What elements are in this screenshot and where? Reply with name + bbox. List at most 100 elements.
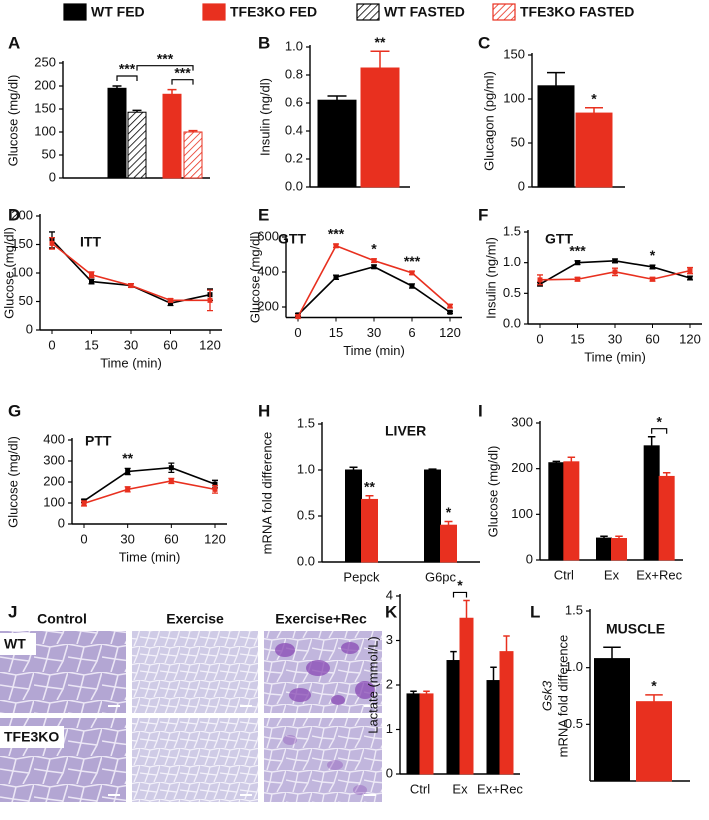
panel-label: I	[478, 401, 483, 420]
y-axis-label: Lactate (mmol/L)	[365, 636, 380, 734]
marker	[409, 270, 415, 276]
marker	[168, 478, 174, 484]
micrograph-grid	[0, 631, 382, 802]
panel-label: D	[8, 205, 20, 224]
marker	[612, 258, 618, 264]
y-tick-label: 400	[43, 431, 65, 446]
y-tick-label: 400	[257, 263, 279, 278]
y-tick-label: 1.5	[565, 602, 583, 617]
marker	[212, 481, 218, 487]
x-tick-label: Ctrl	[554, 567, 574, 582]
x-tick-label: 30	[124, 337, 138, 352]
y-tick-label: 150	[34, 100, 56, 115]
legend-swatch	[356, 3, 380, 21]
bar	[636, 701, 672, 782]
bar	[596, 537, 612, 561]
legend-label: WT FASTED	[384, 4, 465, 20]
y-tick-label: 0.5	[503, 285, 521, 300]
error-bar	[444, 520, 453, 526]
y-tick-label: 200	[257, 298, 279, 313]
bar	[162, 93, 182, 179]
marker	[447, 309, 453, 315]
x-tick-label: 0	[536, 331, 543, 346]
marker	[575, 260, 580, 266]
error-bar	[585, 107, 603, 114]
x-tick-label: Ex+Rec	[636, 567, 682, 582]
panel-label: H	[258, 401, 270, 420]
error-bar	[647, 435, 656, 446]
y-axis-label: mRNA fold difference	[259, 432, 274, 555]
error-bar	[132, 109, 142, 113]
marker	[295, 314, 301, 320]
x-axis-label: Time (min)	[100, 355, 162, 370]
marker	[537, 277, 543, 283]
legend-swatch	[202, 3, 226, 21]
bar	[317, 99, 357, 188]
error-bar	[327, 95, 347, 101]
y-tick-label: 1.5	[297, 415, 315, 430]
column-header: Control	[37, 611, 87, 627]
y-tick-label: 100	[503, 90, 525, 105]
panel-label: C	[478, 33, 490, 52]
legend-label: WT FED	[91, 4, 145, 20]
glycogen-stain	[275, 642, 375, 795]
row-label-box	[0, 726, 64, 748]
significance-label: ***	[569, 243, 586, 259]
x-tick-label: 120	[199, 337, 221, 352]
y-tick-label: 1.5	[503, 223, 521, 238]
series-line	[83, 480, 216, 505]
bar	[459, 617, 474, 775]
panel-title: GTT	[545, 231, 573, 247]
legend-label: TFE3KO FASTED	[520, 4, 634, 20]
marker	[49, 240, 55, 246]
x-tick-label: 6	[408, 325, 415, 340]
y-tick-label: 100	[43, 494, 65, 509]
panel-label: G	[8, 401, 21, 420]
x-tick-label: 30	[608, 331, 622, 346]
x-tick-label: 0	[294, 325, 301, 340]
y-tick-label: 0	[26, 321, 33, 336]
significance-label: **	[122, 450, 133, 466]
error-bar	[188, 129, 198, 132]
marker	[612, 269, 618, 275]
error-bar	[423, 690, 430, 694]
significance-label: *	[446, 504, 452, 520]
y-tick-label: 50	[42, 146, 56, 161]
x-tick-label: 60	[164, 531, 178, 546]
bar	[575, 112, 613, 188]
panel-title: ITT	[80, 234, 101, 250]
y-axis-label: Insulin (ng/dl)	[257, 78, 272, 156]
panel-label: J	[8, 602, 17, 621]
y-tick-label: 0.5	[297, 507, 315, 522]
significance-bracket	[116, 75, 138, 81]
y-axis-label: Glucose (mg/dl)	[5, 436, 20, 528]
x-tick-label: 120	[679, 331, 701, 346]
marker	[89, 279, 94, 285]
y-tick-label: 0.6	[285, 94, 303, 109]
marker	[371, 258, 377, 264]
marker	[409, 283, 415, 289]
y-tick-label: 150	[11, 236, 33, 251]
bar	[594, 658, 630, 782]
bar	[563, 461, 580, 561]
x-axis-label: Time (min)	[343, 343, 405, 358]
error-bar	[112, 85, 122, 89]
marker	[650, 264, 655, 270]
y-tick-label: 1.0	[503, 254, 521, 269]
row-label: TFE3KO	[4, 729, 59, 745]
bar	[361, 498, 378, 563]
x-tick-label: 30	[120, 531, 134, 546]
x-tick-label: 60	[645, 331, 659, 346]
bar	[440, 524, 457, 563]
micrograph	[264, 718, 382, 802]
y-tick-label: 300	[43, 452, 65, 467]
y-tick-label: 0.0	[297, 553, 315, 568]
y-tick-label: 0.0	[285, 178, 303, 193]
x-tick-label: 60	[163, 337, 177, 352]
bar	[446, 660, 461, 775]
error-bar	[615, 535, 623, 539]
marker	[125, 486, 131, 492]
panel-title: GTT	[278, 231, 306, 247]
y-tick-label: 200	[511, 460, 533, 475]
